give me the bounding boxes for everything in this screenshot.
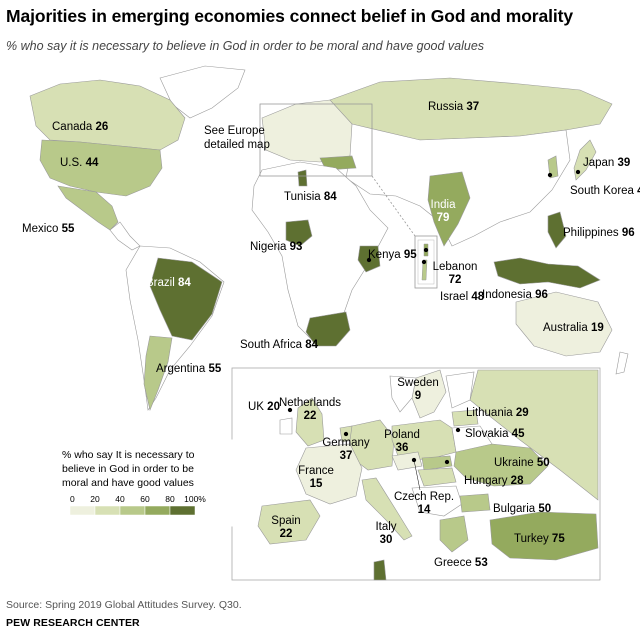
legend-tick-2: 40 [115, 494, 125, 504]
country-label-sweden: Sweden 9 [397, 377, 439, 402]
legend-swatch-3 [144, 505, 171, 516]
source-note: Source: Spring 2019 Global Attitudes Sur… [6, 599, 242, 611]
bulgaria-shape [459, 493, 491, 513]
country-label-indonesia: Indonesia 96 [482, 289, 548, 301]
uk-shape [295, 397, 325, 447]
org-credit: PEW RESEARCH CENTER [6, 617, 140, 629]
legend-title-line-2: believe in God in order to be [62, 463, 194, 475]
country-label-japan: Japan 39 [583, 157, 630, 169]
country-label-kenya: Kenya 95 [368, 249, 417, 261]
argentina-shape [143, 335, 173, 412]
legend-tick-1: 20 [90, 494, 100, 504]
central-america-shape [109, 221, 141, 251]
europe-detail-map [257, 369, 599, 581]
ireland-shape [279, 417, 293, 435]
country-label-germany: Germany 37 [322, 437, 370, 462]
connector-line [371, 175, 416, 237]
norway-finland-shape [389, 371, 475, 413]
markers [287, 169, 581, 491]
country-label-bulgaria: Bulgaria 50 [493, 503, 551, 515]
canada-shape [29, 79, 186, 151]
country-label-uk: UK 20 [248, 401, 280, 413]
brazil-shape [149, 257, 223, 341]
country-label-brazil: Brazil 84 [146, 277, 191, 289]
legend-tick-0: 0 [70, 494, 75, 504]
country-label-ukraine: Ukraine 50 [494, 457, 550, 469]
germany-shape [349, 419, 395, 471]
hungary-shape [417, 467, 457, 487]
chart-subtitle: % who say it is necessary to believe in … [6, 39, 485, 53]
legend-title-line-1: % who say It is necessary to [62, 449, 195, 461]
country-label-turkey: Turkey 75 [514, 533, 565, 545]
country-label-u-s-: U.S. 44 [60, 157, 99, 169]
spain-shape [257, 499, 321, 545]
lithuania-shape [451, 409, 479, 427]
tunisia-shape [297, 169, 308, 187]
legend-ticks: 0 20 40 60 80 100% [70, 494, 206, 504]
turkey-eu-shape [489, 511, 599, 561]
middle-east-callout-box [414, 235, 438, 289]
legend: % who say It is necessary to believe in … [57, 439, 233, 527]
legend-tick-4: 80 [165, 494, 175, 504]
country-label-india: India 79 [431, 199, 457, 224]
chart-title: Majorities in emerging economies connect… [6, 6, 574, 26]
poland-shape [391, 419, 457, 461]
country-label-israel: Israel 48 [440, 291, 485, 303]
us-shape [39, 139, 163, 197]
country-label-russia: Russia 37 [428, 101, 479, 113]
country-label-czech-rep-: Czech Rep. 14 [394, 491, 454, 516]
australia-shape [515, 291, 613, 357]
country-label-greece: Greece 53 [434, 557, 488, 569]
country-label-netherlands: Netherlands 22 [279, 397, 341, 422]
italy-shape [361, 477, 413, 541]
russia-eu-shape [469, 369, 599, 501]
country-label-argentina: Argentina 55 [156, 363, 222, 375]
country-label-slovakia: Slovakia 45 [465, 428, 525, 440]
country-label-mexico: Mexico 55 [22, 223, 75, 235]
tunisia-eu-shape [373, 559, 387, 581]
slovakia-shape [421, 455, 453, 471]
country-label-poland: Poland 36 [384, 429, 420, 454]
south-africa-shape [305, 311, 351, 347]
country-label-hungary: Hungary 28 [464, 475, 524, 487]
legend-swatches [69, 505, 196, 516]
country-label-spain: Spain 22 [271, 515, 300, 540]
country-label-lithuania: Lithuania 29 [466, 407, 529, 419]
legend-tick-5: 100% [184, 494, 206, 504]
ukraine-shape [453, 443, 549, 487]
europe-note-line-1: See Europe [204, 125, 265, 137]
legend-swatch-4 [169, 505, 196, 516]
country-label-australia: Australia 19 [543, 322, 604, 334]
europe-callout-box [259, 103, 373, 177]
philippines-shape [547, 211, 567, 249]
legend-title-line-3: moral and have good values [62, 477, 194, 489]
legend-swatch-2 [119, 505, 146, 516]
nigeria-shape [285, 219, 313, 247]
czech-shape [391, 451, 423, 471]
country-label-philippines: Philippines 96 [563, 227, 635, 239]
india-shape [427, 171, 471, 247]
country-label-lebanon: Lebanon 72 [433, 261, 478, 286]
france-shape [295, 443, 363, 505]
country-label-south-africa: South Africa 84 [240, 339, 319, 351]
nz-shape [615, 351, 629, 375]
world-map: Canada 26 U.S. 44 Mexico 55 Brazil 84 Argent… [22, 65, 640, 581]
country-labels: Canada 26 U.S. 44 Mexico 55 Brazil 84 Argent… [22, 101, 640, 569]
country-label-tunisia: Tunisia 84 [284, 191, 337, 203]
balkans-shape [411, 485, 463, 517]
country-label-italy: Italy 30 [375, 521, 396, 546]
korea-shape [547, 155, 559, 179]
country-label-nigeria: Nigeria 93 [250, 241, 302, 253]
indonesia-shape [493, 257, 601, 289]
country-label-south-korea: South Korea 45 [570, 185, 640, 197]
legend-tick-3: 60 [140, 494, 150, 504]
country-label-canada: Canada 26 [52, 121, 108, 133]
landmasses [29, 65, 629, 412]
legend-swatch-0 [69, 505, 96, 516]
legend-swatch-1 [94, 505, 121, 516]
country-label-france: France 15 [298, 465, 334, 490]
japan-shape [573, 139, 597, 181]
europe-note-line-2: detailed map [204, 139, 270, 151]
greece-shape [439, 515, 469, 553]
